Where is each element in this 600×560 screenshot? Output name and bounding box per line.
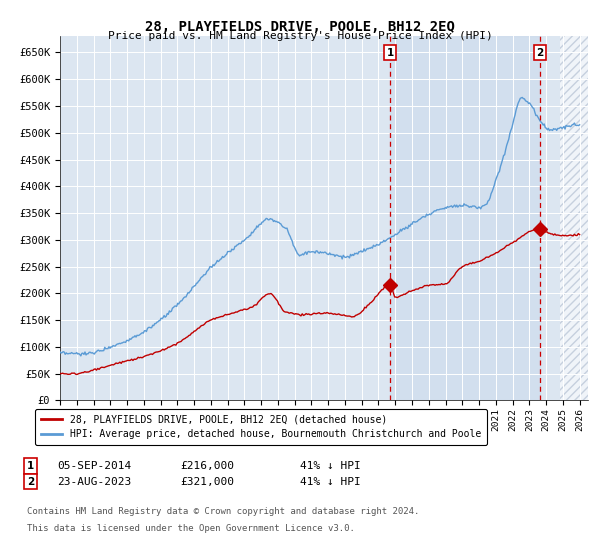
Text: 23-AUG-2023: 23-AUG-2023 <box>57 477 131 487</box>
Bar <box>560 36 588 400</box>
Text: 1: 1 <box>27 461 34 471</box>
Text: 41% ↓ HPI: 41% ↓ HPI <box>300 461 361 471</box>
Text: Price paid vs. HM Land Registry's House Price Index (HPI): Price paid vs. HM Land Registry's House … <box>107 31 493 41</box>
Bar <box>390 36 540 400</box>
Text: 2: 2 <box>536 48 544 58</box>
Text: 05-SEP-2014: 05-SEP-2014 <box>57 461 131 471</box>
Text: £321,000: £321,000 <box>180 477 234 487</box>
Text: 41% ↓ HPI: 41% ↓ HPI <box>300 477 361 487</box>
Text: 28, PLAYFIELDS DRIVE, POOLE, BH12 2EQ: 28, PLAYFIELDS DRIVE, POOLE, BH12 2EQ <box>145 20 455 34</box>
Text: 2: 2 <box>27 477 34 487</box>
Bar <box>560 36 588 400</box>
Text: £216,000: £216,000 <box>180 461 234 471</box>
Text: Contains HM Land Registry data © Crown copyright and database right 2024.: Contains HM Land Registry data © Crown c… <box>27 507 419 516</box>
Text: 1: 1 <box>386 48 394 58</box>
Legend: 28, PLAYFIELDS DRIVE, POOLE, BH12 2EQ (detached house), HPI: Average price, deta: 28, PLAYFIELDS DRIVE, POOLE, BH12 2EQ (d… <box>35 409 487 445</box>
Text: This data is licensed under the Open Government Licence v3.0.: This data is licensed under the Open Gov… <box>27 524 355 533</box>
